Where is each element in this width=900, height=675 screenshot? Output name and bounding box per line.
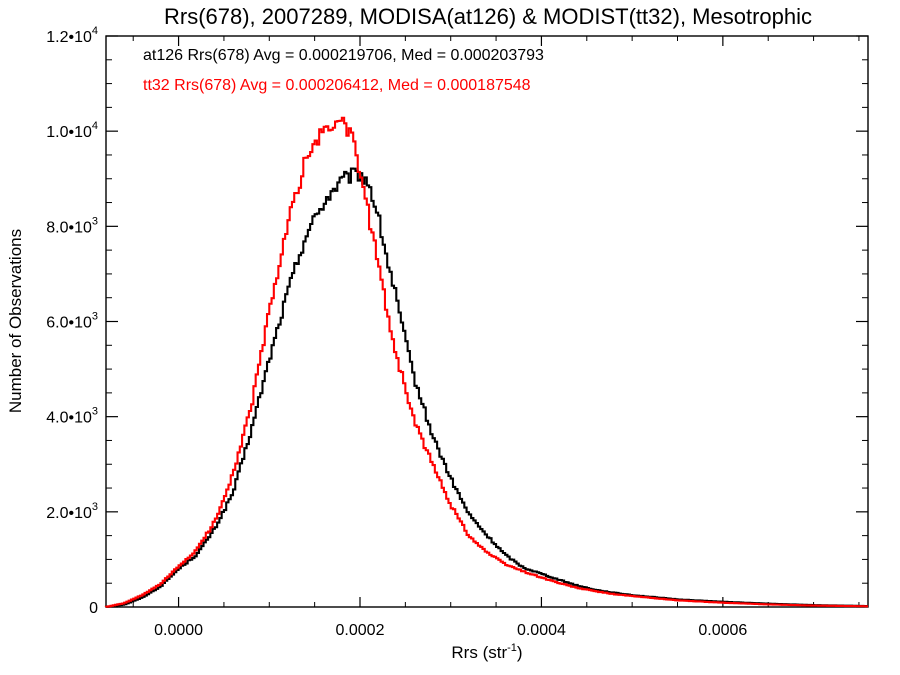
x-tick-label: 0.0000 bbox=[154, 622, 203, 639]
y-tick-label: 2.0•103 bbox=[46, 501, 98, 522]
y-axis-ticks: 0 2.0•103 4.0•103 6.0•103 8.0•103 1.0•104 1.2•… bbox=[46, 25, 868, 617]
series-lines bbox=[104, 116, 868, 608]
y-axis-label: Number of Observations bbox=[6, 229, 25, 413]
y-tick-label: 8.0•103 bbox=[46, 215, 98, 236]
series-line-at126 bbox=[104, 167, 868, 608]
legend-entry-at126: at126 Rrs(678) Avg = 0.000219706, Med = … bbox=[143, 47, 544, 64]
x-tick-label: 0.0006 bbox=[698, 622, 747, 639]
x-axis-ticks: 0.0000 0.0002 0.0004 0.0006 bbox=[132, 36, 860, 639]
y-tick-label: 4.0•103 bbox=[46, 406, 98, 427]
y-tick-label: 1.2•104 bbox=[46, 25, 98, 46]
legend: at126 Rrs(678) Avg = 0.000219706, Med = … bbox=[143, 47, 544, 94]
chart-title: Rrs(678), 2007289, MODISA(at126) & MODIS… bbox=[164, 4, 812, 29]
y-tick-label: 1.0•104 bbox=[46, 120, 98, 141]
y-tick-label: 0 bbox=[89, 600, 98, 617]
legend-entry-tt32: tt32 Rrs(678) Avg = 0.000206412, Med = 0… bbox=[143, 77, 531, 94]
x-tick-label: 0.0002 bbox=[336, 622, 385, 639]
x-axis-label: Rrs (str-1) bbox=[451, 642, 522, 662]
x-tick-label: 0.0004 bbox=[517, 622, 566, 639]
series-line-tt32 bbox=[104, 116, 868, 608]
y-tick-label: 6.0•103 bbox=[46, 311, 98, 332]
